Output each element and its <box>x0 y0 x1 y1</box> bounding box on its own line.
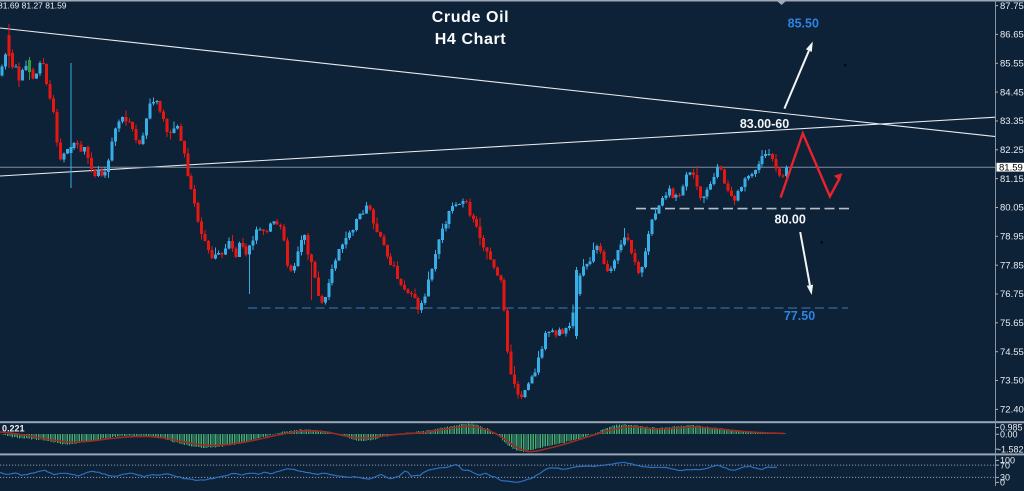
svg-text:80.05: 80.05 <box>1000 203 1024 214</box>
svg-text:87.75: 87.75 <box>1000 1 1024 12</box>
svg-text:84.45: 84.45 <box>1000 87 1024 98</box>
svg-text:H4 Chart: H4 Chart <box>435 31 507 48</box>
svg-text:80.00: 80.00 <box>775 212 806 226</box>
svg-text:0.221: 0.221 <box>2 424 25 434</box>
svg-text:83.35: 83.35 <box>1000 116 1024 127</box>
svg-text:75.65: 75.65 <box>1000 318 1024 329</box>
svg-text:0: 0 <box>1000 478 1005 487</box>
svg-text:77.85: 77.85 <box>1000 260 1024 271</box>
svg-text:78.95: 78.95 <box>1000 232 1024 243</box>
svg-text:85.55: 85.55 <box>1000 59 1024 70</box>
svg-text:70: 70 <box>1000 460 1010 470</box>
svg-text:81.69 81.27 81.59: 81.69 81.27 81.59 <box>0 1 67 11</box>
svg-text:0.00: 0.00 <box>1000 429 1018 439</box>
svg-text:74.55: 74.55 <box>1000 347 1024 358</box>
svg-text:-1.582: -1.582 <box>998 444 1024 454</box>
svg-text:77.50: 77.50 <box>784 309 815 323</box>
svg-text:72.40: 72.40 <box>1000 405 1024 416</box>
svg-text:86.65: 86.65 <box>1000 30 1024 41</box>
svg-text:76.75: 76.75 <box>1000 289 1024 300</box>
svg-text:81.15: 81.15 <box>1000 174 1024 185</box>
svg-text:83.00-60: 83.00-60 <box>740 117 789 131</box>
svg-text:73.50: 73.50 <box>1000 376 1024 387</box>
svg-text:85.50: 85.50 <box>788 17 819 31</box>
svg-text:81.59: 81.59 <box>999 162 1023 173</box>
svg-text:Crude Oil: Crude Oil <box>432 9 509 26</box>
svg-text:82.25: 82.25 <box>1000 145 1024 156</box>
